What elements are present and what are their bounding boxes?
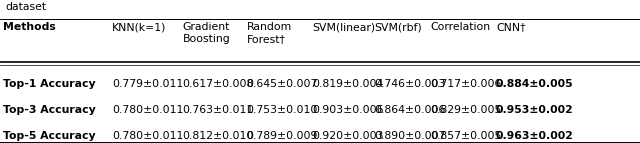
Text: Top-1 Accuracy: Top-1 Accuracy	[3, 79, 96, 89]
Text: SVM(linear): SVM(linear)	[312, 22, 376, 32]
Text: 0.645±0.007: 0.645±0.007	[246, 79, 318, 89]
Text: Methods: Methods	[3, 22, 56, 32]
Text: Correlation: Correlation	[430, 22, 490, 32]
Text: Top-3 Accuracy: Top-3 Accuracy	[3, 105, 96, 115]
Text: 0.753±0.010: 0.753±0.010	[246, 105, 318, 115]
Text: 0.864±0.006: 0.864±0.006	[374, 105, 445, 115]
Text: Gradient
Boosting: Gradient Boosting	[182, 22, 230, 44]
Text: 0.812±0.010: 0.812±0.010	[182, 131, 254, 141]
Text: 0.819±0.004: 0.819±0.004	[312, 79, 384, 89]
Text: 0.780±0.011: 0.780±0.011	[112, 131, 184, 141]
Text: 0.920±0.003: 0.920±0.003	[312, 131, 384, 141]
Text: 0.617±0.008: 0.617±0.008	[182, 79, 254, 89]
Text: 0.953±0.002: 0.953±0.002	[496, 105, 573, 115]
Text: 0.717±0.006: 0.717±0.006	[430, 79, 502, 89]
Text: 0.829±0.005: 0.829±0.005	[430, 105, 502, 115]
Text: 0.857±0.005: 0.857±0.005	[430, 131, 502, 141]
Text: KNN(k=1): KNN(k=1)	[112, 22, 166, 32]
Text: dataset: dataset	[5, 2, 46, 12]
Text: 0.789±0.009: 0.789±0.009	[246, 131, 318, 141]
Text: 0.779±0.011: 0.779±0.011	[112, 79, 183, 89]
Text: Random
Forest†: Random Forest†	[246, 22, 292, 44]
Text: Top-5 Accuracy: Top-5 Accuracy	[3, 131, 96, 141]
Text: 0.763±0.011: 0.763±0.011	[182, 105, 253, 115]
Text: 0.884±0.005: 0.884±0.005	[496, 79, 573, 89]
Text: SVM(rbf): SVM(rbf)	[374, 22, 422, 32]
Text: CNN†: CNN†	[496, 22, 525, 32]
Text: 0.963±0.002: 0.963±0.002	[496, 131, 574, 141]
Text: 0.780±0.011: 0.780±0.011	[112, 105, 184, 115]
Text: 0.746±0.003: 0.746±0.003	[374, 79, 445, 89]
Text: 0.890±0.007: 0.890±0.007	[374, 131, 445, 141]
Text: 0.903±0.006: 0.903±0.006	[312, 105, 384, 115]
